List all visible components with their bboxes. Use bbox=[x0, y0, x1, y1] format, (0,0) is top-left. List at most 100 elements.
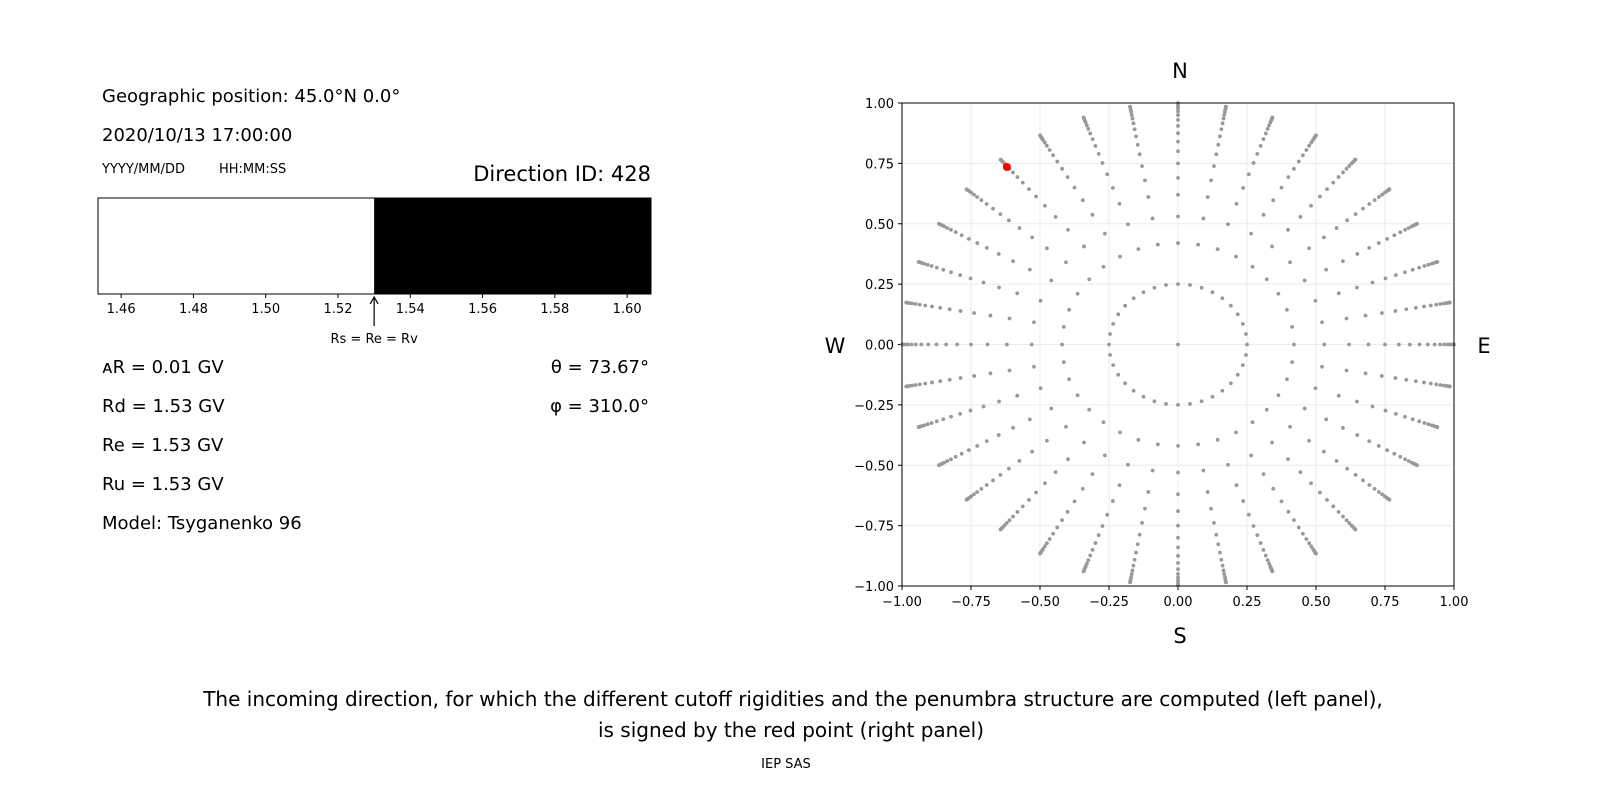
direction-point bbox=[985, 342, 990, 347]
direction-point bbox=[1045, 143, 1049, 148]
direction-point bbox=[1279, 185, 1284, 190]
direction-point bbox=[1205, 490, 1210, 494]
direction-point bbox=[1353, 472, 1358, 477]
direction-point bbox=[1367, 202, 1372, 206]
direction-point bbox=[1370, 280, 1375, 285]
direction-point bbox=[968, 276, 973, 281]
direction-point bbox=[1164, 283, 1168, 287]
direction-point bbox=[996, 252, 1001, 256]
direction-point bbox=[1263, 553, 1268, 558]
direction-point bbox=[1045, 541, 1049, 546]
direction-point bbox=[1038, 386, 1043, 391]
direction-point bbox=[1043, 203, 1047, 208]
y-tick-label: −0.75 bbox=[854, 520, 894, 535]
direction-point bbox=[1307, 541, 1311, 546]
direction-point bbox=[1383, 276, 1388, 281]
direction-point bbox=[1321, 449, 1326, 454]
direction-point bbox=[1176, 492, 1180, 497]
direction-point bbox=[1255, 151, 1260, 156]
direction-point bbox=[1176, 124, 1180, 128]
direction-point bbox=[1209, 506, 1213, 511]
direction-point bbox=[1355, 399, 1359, 404]
direction-point bbox=[1066, 227, 1070, 232]
direction-point bbox=[1380, 192, 1384, 197]
direction-point bbox=[1345, 218, 1350, 223]
direction-point bbox=[1403, 270, 1407, 275]
direction-point bbox=[1422, 304, 1426, 309]
direction-point bbox=[1011, 425, 1015, 430]
direction-point bbox=[1051, 153, 1056, 158]
direction-point bbox=[1038, 551, 1042, 556]
direction-point bbox=[1030, 449, 1035, 454]
direction-point bbox=[1251, 524, 1256, 528]
direction-point bbox=[945, 459, 950, 463]
direction-point bbox=[1413, 305, 1418, 310]
direction-point bbox=[1042, 544, 1047, 549]
direction-point bbox=[1417, 419, 1422, 424]
direction-point bbox=[1201, 216, 1206, 221]
direction-point bbox=[959, 451, 964, 456]
direction-point bbox=[988, 313, 993, 318]
direction-point bbox=[958, 273, 963, 278]
direction-point bbox=[1215, 437, 1220, 442]
direction-point bbox=[1027, 417, 1032, 422]
direction-point bbox=[1210, 394, 1215, 399]
direction-point bbox=[1234, 201, 1239, 206]
direction-point bbox=[1123, 303, 1128, 308]
direction-point bbox=[1347, 342, 1352, 347]
direction-point bbox=[966, 236, 971, 241]
direction-point bbox=[1132, 127, 1137, 132]
direction-point bbox=[958, 376, 963, 380]
compass-e: E bbox=[1477, 334, 1490, 358]
direction-point bbox=[1261, 547, 1266, 552]
direction-point bbox=[949, 227, 953, 232]
direction-point bbox=[1221, 116, 1226, 121]
direction-point bbox=[1214, 152, 1219, 157]
direction-point bbox=[949, 414, 953, 419]
direction-point bbox=[1403, 457, 1407, 462]
x-tick-label: 1.46 bbox=[107, 302, 136, 317]
direction-point bbox=[1135, 542, 1140, 547]
direction-point bbox=[1131, 563, 1136, 568]
direction-point bbox=[1370, 404, 1375, 409]
direction-point bbox=[1102, 453, 1107, 458]
direction-point bbox=[1361, 478, 1365, 483]
direction-point bbox=[925, 262, 930, 267]
direction-point bbox=[1087, 277, 1092, 282]
direction-point bbox=[1032, 320, 1036, 325]
direction-point bbox=[1261, 472, 1266, 477]
direction-point bbox=[975, 490, 980, 494]
direction-point bbox=[1396, 342, 1401, 347]
direction-point bbox=[1196, 242, 1201, 247]
selected-direction-point bbox=[1002, 162, 1011, 171]
direction-point bbox=[923, 381, 928, 386]
direction-point bbox=[1188, 283, 1192, 287]
bar-frame bbox=[97, 197, 652, 295]
direction-point bbox=[945, 226, 950, 230]
direction-point bbox=[1438, 383, 1443, 387]
direction-point bbox=[1141, 394, 1146, 399]
direction-point bbox=[1053, 214, 1058, 219]
delta-r: ᴀR = 0.01 GV bbox=[102, 357, 224, 378]
direction-point bbox=[919, 342, 924, 347]
direction-point bbox=[1081, 569, 1086, 574]
direction-point bbox=[1235, 372, 1240, 377]
direction-point bbox=[1136, 247, 1141, 252]
direction-point bbox=[1043, 481, 1047, 486]
direction-point bbox=[1366, 342, 1371, 347]
direction-point bbox=[1355, 252, 1360, 256]
direction-point bbox=[1426, 422, 1431, 427]
direction-point bbox=[909, 342, 914, 347]
direction-point bbox=[1341, 514, 1345, 519]
direction-point bbox=[1221, 568, 1226, 573]
geo-position: Geographic position: 45.0°N 0.0° bbox=[102, 86, 400, 107]
direction-point bbox=[1379, 311, 1384, 315]
direction-point bbox=[1080, 198, 1085, 203]
direction-point bbox=[1331, 180, 1336, 185]
direction-point bbox=[1372, 486, 1377, 491]
y-tick-label: 0.25 bbox=[865, 278, 894, 293]
y-tick-label: −0.25 bbox=[854, 399, 894, 414]
direction-point bbox=[929, 421, 934, 425]
direction-point bbox=[1093, 144, 1098, 148]
direction-point bbox=[1176, 118, 1180, 122]
